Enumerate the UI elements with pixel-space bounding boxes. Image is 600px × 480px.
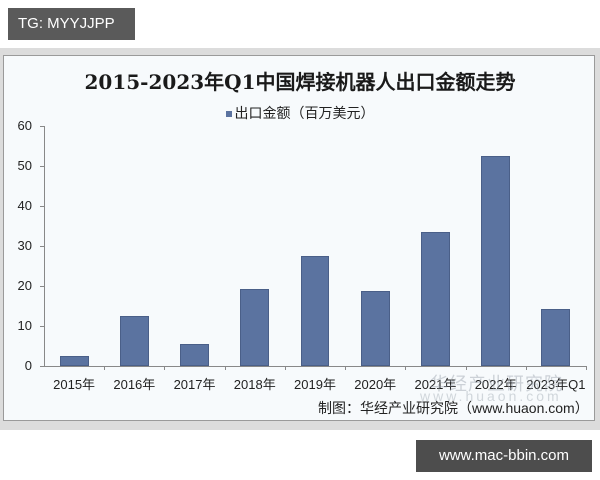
x-tick-mark [345, 366, 347, 370]
x-tick-mark [284, 366, 286, 370]
y-tick-mark [40, 366, 44, 367]
y-tick-label: 30 [17, 238, 32, 253]
bar [59, 356, 89, 366]
x-tick-mark [104, 366, 106, 370]
x-axis [44, 366, 586, 367]
legend-swatch-icon [225, 111, 232, 118]
x-tick-label: 2021年 [414, 377, 457, 392]
x-tick-mark [164, 366, 166, 370]
y-tick-label: 0 [24, 358, 32, 373]
y-tick-label: 40 [17, 198, 32, 213]
x-tick-mark [525, 366, 527, 370]
bar [119, 316, 149, 366]
y-tick-mark [40, 166, 44, 167]
y-tick-label: 10 [17, 318, 32, 333]
watermark-url: www.huaon.com [420, 388, 562, 404]
y-tick-mark [40, 326, 44, 327]
y-tick-label: 60 [17, 118, 32, 133]
y-tick-mark [40, 246, 44, 247]
x-tick-mark [224, 366, 226, 370]
x-tick-mark [465, 366, 467, 370]
x-tick-label: 2017年 [173, 377, 216, 392]
y-tick-label: 50 [17, 158, 32, 173]
legend-label: 出口金额（百万美元） [234, 105, 375, 121]
chart-title: 2015-2023年Q1中国焊接机器人出口金额走势 [84, 70, 516, 94]
bar [300, 256, 330, 366]
bar [541, 309, 571, 366]
bar [240, 289, 270, 366]
x-tick-mark [586, 366, 587, 370]
chart-legend: 出口金额（百万美元） [0, 103, 600, 123]
tg-label-badge: TG: MYYJJPP [8, 8, 135, 40]
bar [420, 231, 450, 366]
y-axis [44, 126, 45, 366]
x-tick-label: 2016年 [113, 377, 156, 392]
x-tick-label: 2019年 [294, 377, 336, 392]
bar [360, 291, 390, 366]
chart-source: 制图：华经产业研究院（www.huaon.com） [318, 400, 589, 416]
x-tick-label: 2023年Q1 [526, 377, 586, 392]
x-tick-mark [405, 366, 407, 370]
x-tick-label: 2022年 [474, 377, 517, 392]
site-url-badge: www.mac-bbin.com [416, 440, 592, 472]
y-tick-mark [40, 286, 44, 287]
bar [481, 155, 511, 366]
x-tick-label: 2018年 [233, 377, 276, 392]
y-tick-mark [40, 126, 44, 127]
x-tick-label: 2015年 [53, 377, 96, 392]
y-tick-mark [40, 206, 44, 207]
bar [180, 343, 209, 366]
watermark: 华经产业研究院 [430, 374, 563, 394]
y-tick-label: 20 [17, 278, 32, 293]
x-tick-label: 2020年 [354, 377, 397, 392]
